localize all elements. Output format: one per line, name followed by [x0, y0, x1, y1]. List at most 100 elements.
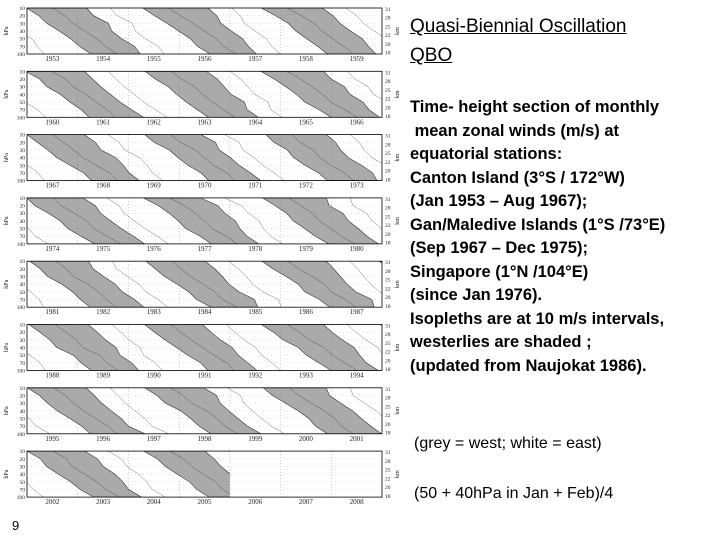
westerly-shade	[261, 261, 375, 308]
description-line: mean zonal winds (m/s) at	[410, 121, 620, 140]
height-label: 31	[385, 134, 391, 140]
pressure-unit: hPa	[4, 216, 10, 225]
contour	[349, 197, 382, 229]
pressure-label: 40	[20, 472, 26, 478]
pressure-label: 20	[20, 14, 26, 20]
contour	[289, 387, 354, 434]
contour	[52, 8, 118, 54]
height-label: 20	[385, 105, 391, 111]
contour	[228, 261, 282, 308]
height-label: 31	[385, 260, 391, 266]
year-label: 1966	[350, 118, 365, 126]
height-label: 22	[385, 33, 391, 39]
strip-frame	[26, 197, 383, 245]
year-label: 1955	[147, 55, 162, 63]
year-label: 1997	[147, 435, 162, 443]
pressure-label: 100	[17, 305, 26, 311]
height-label: 18	[385, 177, 391, 183]
westerly-shade	[143, 387, 262, 434]
contour	[286, 71, 358, 118]
westerly-shade	[144, 134, 262, 181]
height-label: 20	[385, 169, 391, 175]
pressure-label: 20	[20, 457, 26, 463]
pressure-label: 20	[20, 77, 26, 83]
pressure-label: 40	[20, 156, 26, 162]
height-label: 18	[385, 51, 391, 57]
pressure-label: 100	[17, 115, 26, 121]
pressure-label: 40	[20, 409, 26, 415]
height-unit: km	[395, 27, 401, 35]
height-label: 25	[385, 151, 391, 157]
year-label: 1972	[299, 182, 314, 190]
pressure-label: 10	[20, 323, 26, 329]
note: (50 + 40hPa in Jan + Feb)/4	[414, 485, 614, 502]
year-label: 1995	[45, 435, 60, 443]
pressure-label: 20	[20, 204, 26, 210]
pressure-label: 40	[20, 92, 26, 98]
pressure-unit: hPa	[4, 469, 10, 478]
pressure-label: 70	[20, 44, 26, 50]
pressure-label: 70	[20, 487, 26, 493]
year-label: 1976	[147, 245, 162, 253]
height-unit: km	[395, 470, 401, 478]
year-label: 2005	[198, 498, 213, 506]
westerly-shade	[265, 134, 378, 181]
height-label: 22	[385, 350, 391, 356]
year-label: 1967	[45, 182, 60, 190]
year-label: 1964	[248, 118, 263, 126]
qbo-figure: 1953 1954 1955 1956 1957 1958 1959102030405070…	[0, 6, 401, 506]
height-label: 25	[385, 278, 391, 284]
strip: 1988 1989 1990 1991 1992 1993 1994102030405070…	[4, 323, 401, 380]
contour	[170, 324, 235, 371]
year-label: 1987	[350, 308, 365, 316]
pressure-label: 10	[20, 449, 26, 455]
pressure-label: 50	[20, 416, 26, 422]
year-label: 1977	[198, 245, 213, 253]
pressure-label: 20	[20, 393, 26, 399]
year-label: 1985	[248, 308, 263, 316]
title: Quasi-Biennial Oscillation	[410, 16, 627, 37]
year-label: 1998	[198, 435, 213, 443]
strip-frame	[26, 134, 383, 182]
shading	[27, 261, 382, 308]
contour	[289, 451, 352, 497]
year-label: 1958	[299, 55, 314, 63]
year-label: 2008	[350, 498, 365, 506]
strip-frame	[26, 260, 383, 308]
year-label: 2006	[248, 498, 263, 506]
description-line: Canton Island (3°S / 172°W)	[410, 168, 625, 187]
height-label: 28	[385, 79, 391, 85]
pressure-label: 30	[20, 338, 26, 344]
pressure-label: 30	[20, 464, 26, 470]
year-label: 2007	[299, 498, 314, 506]
height-label: 20	[385, 358, 391, 364]
pressure-label: 100	[17, 495, 26, 501]
strip-frame	[26, 7, 383, 55]
westerly-shade	[378, 261, 382, 264]
description-line: equatorial stations:	[410, 145, 563, 163]
pressure-label: 20	[20, 140, 26, 146]
height-unit: km	[395, 343, 401, 351]
year-label: 1968	[96, 182, 111, 190]
description-line: Gan/Maledive Islands (1°S /73°E)	[410, 215, 666, 234]
year-label: 1969	[147, 182, 162, 190]
description-line: (updated from Naujokat 1986).	[410, 356, 647, 375]
contour	[349, 261, 382, 294]
pressure-label: 100	[17, 369, 26, 375]
pressure-label: 50	[20, 100, 26, 106]
height-label: 28	[385, 459, 391, 465]
pressure-label: 40	[20, 219, 26, 225]
contour	[0, 8, 3, 54]
pressure-label: 10	[20, 6, 26, 12]
pressure-label: 100	[17, 179, 26, 185]
note: (grey = west; white = east)	[414, 435, 602, 452]
height-label: 28	[385, 396, 391, 402]
height-label: 22	[385, 97, 391, 103]
strip: 1967 1968 1969 1970 1971 1972 1973102030405070…	[4, 133, 401, 190]
height-label: 22	[385, 476, 391, 482]
year-label: 1957	[248, 55, 263, 63]
height-label: 18	[385, 494, 391, 500]
year-label: 1984	[198, 308, 213, 316]
westerly-shade	[27, 197, 146, 244]
westerly-shade	[145, 261, 259, 308]
